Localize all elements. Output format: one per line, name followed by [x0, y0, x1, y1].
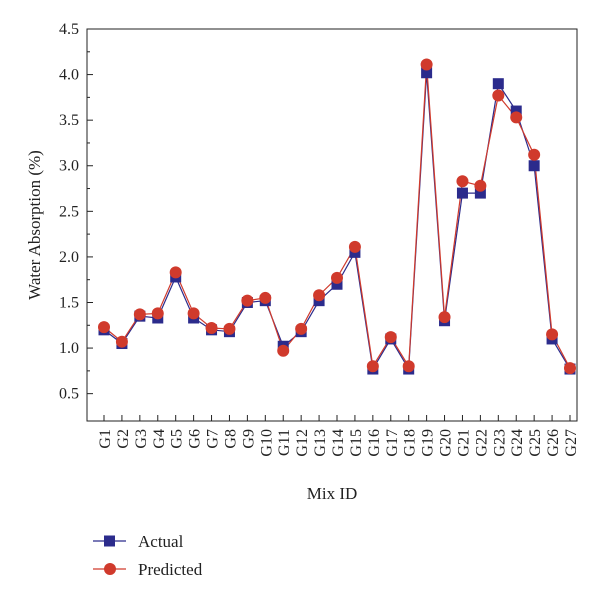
x-tick-label: G12	[294, 429, 311, 457]
data-point-predicted	[115, 335, 128, 348]
x-tick-label: G19	[420, 429, 437, 457]
x-tick-label: G4	[151, 429, 168, 449]
data-point-predicted	[151, 307, 164, 320]
data-point-predicted	[313, 289, 326, 302]
x-tick-label: G20	[438, 429, 455, 457]
y-axis: 0.5 1.0 1.5 2.0 2.5 3.0 3.5 4.0 4.5	[59, 21, 93, 403]
x-axis-label: Mix ID	[307, 484, 358, 503]
y-tick-label: 4.0	[59, 67, 79, 84]
x-axis: G1 G2 G3 G4 G5 G6 G7 G8 G9 G10 G11 G12 G13 G14 G15 G16 G…	[97, 415, 580, 457]
data-point-predicted	[546, 328, 559, 341]
x-tick-label: G14	[330, 429, 347, 457]
data-point-predicted	[241, 294, 254, 307]
data-point-actual	[421, 67, 433, 79]
data-point-predicted	[259, 291, 272, 304]
legend-label-predicted: Predicted	[138, 560, 203, 579]
x-tick-label: G15	[348, 429, 365, 457]
data-point-actual	[474, 187, 486, 199]
y-tick-label: 0.5	[59, 386, 79, 403]
series-layer	[98, 58, 576, 375]
data-point-predicted	[295, 322, 308, 335]
data-point-predicted	[420, 58, 433, 71]
x-tick-label: G21	[455, 429, 472, 457]
data-point-actual	[331, 278, 343, 290]
y-tick-label: 3.5	[59, 112, 79, 129]
data-point-predicted	[474, 179, 487, 192]
y-tick-label: 1.5	[59, 294, 79, 311]
x-tick-label: G13	[312, 429, 329, 457]
y-tick-label: 4.5	[59, 21, 79, 38]
y-tick-label: 2.0	[59, 249, 79, 266]
data-point-actual	[510, 105, 522, 117]
y-tick-label: 3.0	[59, 158, 79, 175]
x-tick-label: G1	[97, 429, 114, 449]
x-tick-label: G7	[205, 429, 222, 449]
data-point-actual	[456, 187, 468, 199]
data-point-predicted	[205, 322, 218, 335]
legend-marker-predicted	[104, 563, 116, 575]
data-point-predicted	[133, 308, 146, 321]
data-point-predicted	[564, 362, 576, 375]
legend-marker-actual	[104, 535, 115, 547]
x-tick-label: G23	[491, 429, 508, 457]
data-point-actual	[528, 160, 540, 172]
data-point-predicted	[510, 111, 523, 124]
x-tick-label: G18	[402, 429, 419, 457]
plot-frame	[86, 28, 578, 422]
y-axis-label: Water Absorption (%)	[25, 150, 44, 300]
x-tick-label: G8	[222, 429, 239, 449]
x-tick-label: G17	[384, 429, 401, 457]
x-tick-label: G26	[545, 429, 562, 457]
data-point-predicted	[456, 175, 469, 188]
data-point-predicted	[187, 307, 200, 320]
legend: Actual Predicted	[93, 532, 203, 579]
x-tick-label: G10	[258, 429, 275, 457]
legend-label-actual: Actual	[138, 532, 184, 551]
data-point-actual	[492, 78, 504, 90]
data-point-predicted	[223, 322, 236, 335]
data-point-predicted	[348, 240, 361, 253]
x-tick-label: G3	[133, 429, 150, 449]
data-point-predicted	[169, 266, 182, 279]
x-tick-label: G24	[509, 429, 526, 457]
data-point-predicted	[492, 89, 505, 102]
data-point-predicted	[528, 148, 541, 161]
series-line-predicted	[103, 64, 571, 369]
data-point-predicted	[402, 360, 415, 373]
y-tick-label: 1.0	[59, 340, 79, 357]
data-point-predicted	[366, 360, 379, 373]
x-tick-label: G16	[366, 429, 383, 457]
data-point-predicted	[384, 331, 397, 344]
data-point-predicted	[438, 311, 451, 324]
x-tick-label: G2	[115, 429, 132, 449]
data-point-predicted	[331, 271, 343, 284]
x-tick-label: G25	[527, 429, 544, 457]
x-tick-label: G22	[473, 429, 490, 457]
x-tick-label: G5	[169, 429, 186, 449]
x-tick-label: G6	[187, 429, 204, 449]
x-tick-label: G9	[240, 429, 257, 449]
y-tick-label: 2.5	[59, 203, 79, 220]
data-point-predicted	[277, 344, 290, 357]
x-tick-label: G11	[276, 429, 293, 456]
data-point-predicted	[98, 321, 110, 334]
series-line-actual	[103, 72, 571, 372]
x-tick-label: G27	[563, 429, 580, 457]
